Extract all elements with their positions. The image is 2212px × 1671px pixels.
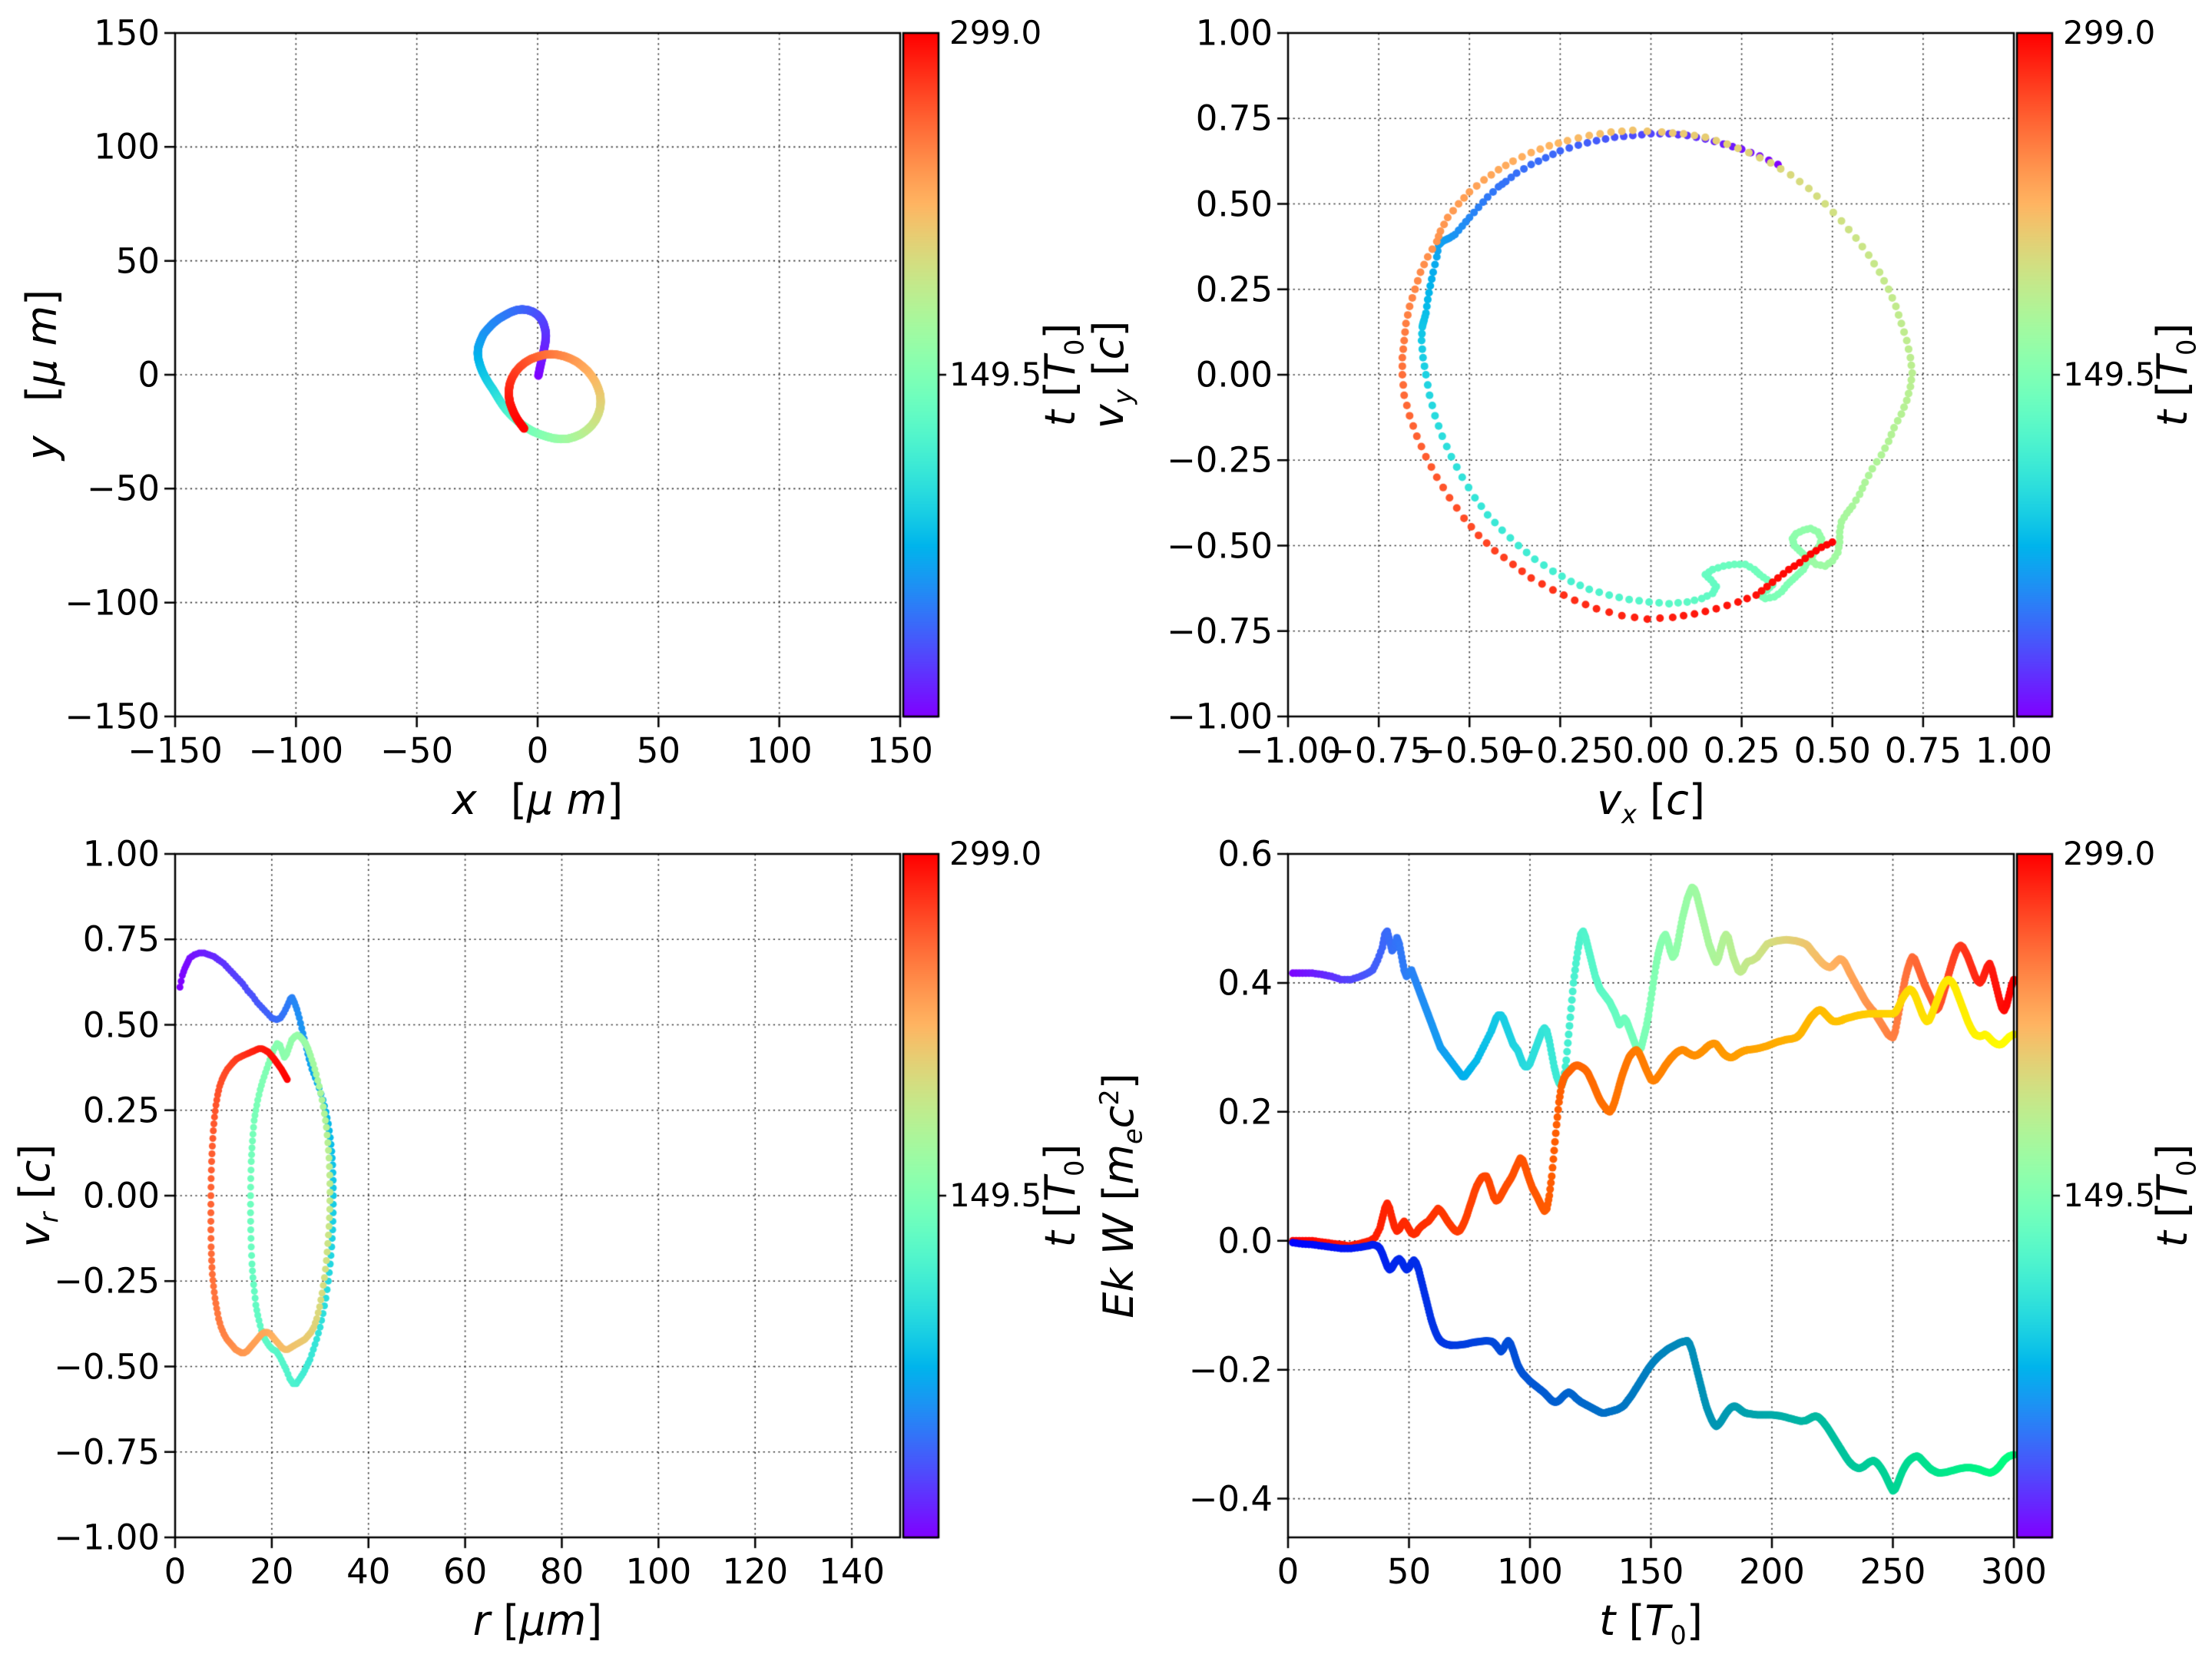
plots-canvas — [0, 0, 2212, 1671]
particle-diagnostics-figure: 299.0 149.5 299.0 149.5 299.0 149.5 299.… — [0, 0, 2212, 1671]
